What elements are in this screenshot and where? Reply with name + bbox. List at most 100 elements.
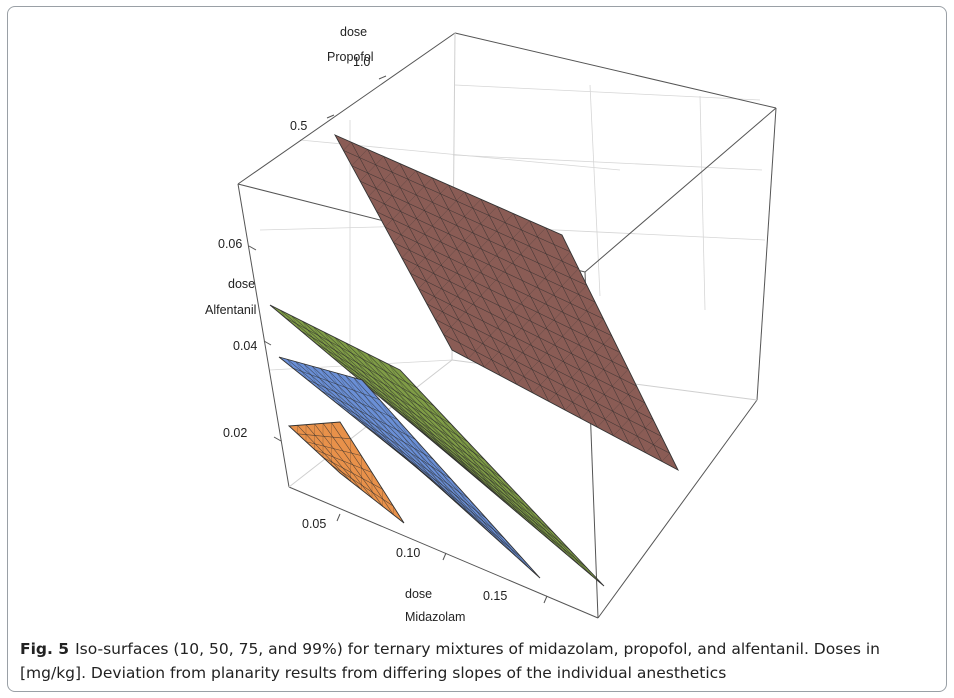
mesh-line — [405, 458, 523, 559]
mesh-diagonal — [393, 184, 449, 243]
z-tick-label-0.06: 0.06 — [218, 237, 242, 251]
mesh-line — [443, 334, 670, 454]
mesh-diagonal — [388, 364, 440, 448]
mesh-diagonal — [343, 142, 352, 151]
mesh-diagonal — [426, 213, 514, 305]
mesh-diagonal — [280, 310, 286, 319]
gridline — [589, 84, 601, 297]
mesh-diagonal — [313, 326, 332, 357]
gridline — [699, 95, 706, 311]
mesh-diagonal — [384, 177, 433, 228]
mesh-line — [410, 272, 637, 387]
mesh-line — [393, 242, 621, 353]
box-edge — [454, 32, 777, 109]
mesh-diagonal — [328, 370, 364, 425]
box-edge — [584, 107, 777, 273]
box-edge — [288, 486, 599, 619]
mesh-line — [480, 199, 598, 428]
mesh-line — [353, 377, 529, 568]
mesh-diagonal — [522, 558, 529, 568]
mesh-diagonal — [303, 363, 322, 392]
figure-caption: Fig. 5 Iso-surfaces (10, 50, 75, and 99%)… — [20, 637, 940, 685]
surface-75pct — [269, 304, 605, 587]
mesh-diagonal — [345, 342, 379, 396]
mesh-line — [439, 446, 588, 569]
mesh-diagonal — [629, 419, 654, 445]
box-edge — [756, 107, 777, 401]
mesh-diagonal — [287, 359, 294, 369]
x-axis-label-line2: Midazolam — [405, 610, 465, 624]
x-tick-0.10 — [442, 552, 447, 561]
mesh-diagonal — [312, 366, 336, 403]
z-tick-0.06 — [248, 245, 257, 251]
mesh-diagonal — [410, 199, 482, 274]
surface-plot: 0.02 0.04 0.06 dose Alfentanil 0.05 0.10… — [205, 25, 777, 624]
mesh-line — [496, 206, 614, 436]
mesh-diagonal — [345, 375, 392, 448]
box-edge — [237, 183, 290, 488]
mesh-diagonal — [435, 220, 530, 320]
mesh-diagonal — [323, 331, 348, 370]
y-tick-1.0 — [378, 75, 387, 80]
gridline — [454, 84, 761, 101]
mesh-diagonal — [356, 348, 394, 409]
mesh-diagonal — [291, 315, 302, 331]
mesh-diagonal — [353, 377, 407, 459]
surface-fill — [333, 134, 680, 472]
surface-10pct — [287, 421, 405, 524]
mesh-line — [328, 370, 493, 535]
x-tick-0.15 — [543, 595, 548, 604]
mesh-diagonal — [486, 518, 505, 546]
mesh-line — [423, 433, 571, 551]
mesh-diagonal — [450, 478, 481, 525]
z-axis-label-line2: Alfentanil — [205, 303, 256, 317]
box-edge — [597, 399, 758, 619]
mesh-diagonal — [378, 359, 425, 435]
mesh-diagonal — [359, 156, 384, 182]
mesh-diagonal — [586, 567, 592, 576]
y-axis-label-line2: Propofol — [327, 50, 374, 64]
mesh-line — [331, 464, 394, 507]
iso-surfaces — [269, 134, 680, 587]
mesh-diagonal — [516, 302, 596, 385]
z-axis-label-line1: dose — [228, 277, 255, 291]
mesh-diagonal — [376, 170, 417, 212]
y-tick-label-1.0: 1.0 — [353, 55, 370, 69]
x-tick-label-0.05: 0.05 — [302, 517, 326, 531]
mesh-diagonal — [397, 419, 445, 492]
mesh-diagonal — [379, 399, 433, 481]
surface-fill — [278, 356, 541, 579]
mesh-line — [377, 435, 487, 519]
mesh-line — [336, 372, 505, 546]
mesh-diagonal — [295, 361, 308, 380]
mesh-diagonal — [368, 163, 401, 197]
mesh-diagonal — [597, 385, 637, 428]
y-tick-label-0.5: 0.5 — [290, 119, 307, 133]
mesh-line — [418, 288, 645, 404]
mesh-line — [401, 257, 629, 370]
mesh-diagonal — [351, 149, 368, 166]
mesh-diagonal — [552, 531, 567, 555]
mesh-diagonal — [564, 352, 621, 411]
z-tick-label-0.04: 0.04 — [233, 339, 257, 353]
y-axis-label-line1: dose — [340, 25, 367, 39]
axis-ticks — [248, 75, 548, 604]
mesh-diagonal — [548, 335, 612, 402]
mesh-diagonal — [320, 368, 350, 414]
mesh-diagonal — [501, 477, 530, 524]
mesh-diagonal — [433, 405, 481, 482]
mesh-diagonal — [302, 321, 317, 344]
caption-text: Iso-surfaces (10, 50, 75, and 99%) for t… — [20, 640, 880, 682]
mesh-diagonal — [467, 251, 571, 359]
surface-50pct — [278, 356, 541, 579]
mesh-diagonal — [336, 372, 378, 437]
gridline — [452, 154, 763, 171]
z-tick-label-0.02: 0.02 — [223, 426, 247, 440]
x-axis-label-line1: dose — [405, 587, 432, 601]
mesh-line — [363, 424, 469, 500]
mesh-diagonal — [334, 337, 363, 383]
mesh-line — [545, 227, 663, 462]
mesh-diagonal — [443, 227, 546, 335]
mesh-diagonal — [467, 441, 505, 503]
box-edge — [237, 32, 456, 185]
